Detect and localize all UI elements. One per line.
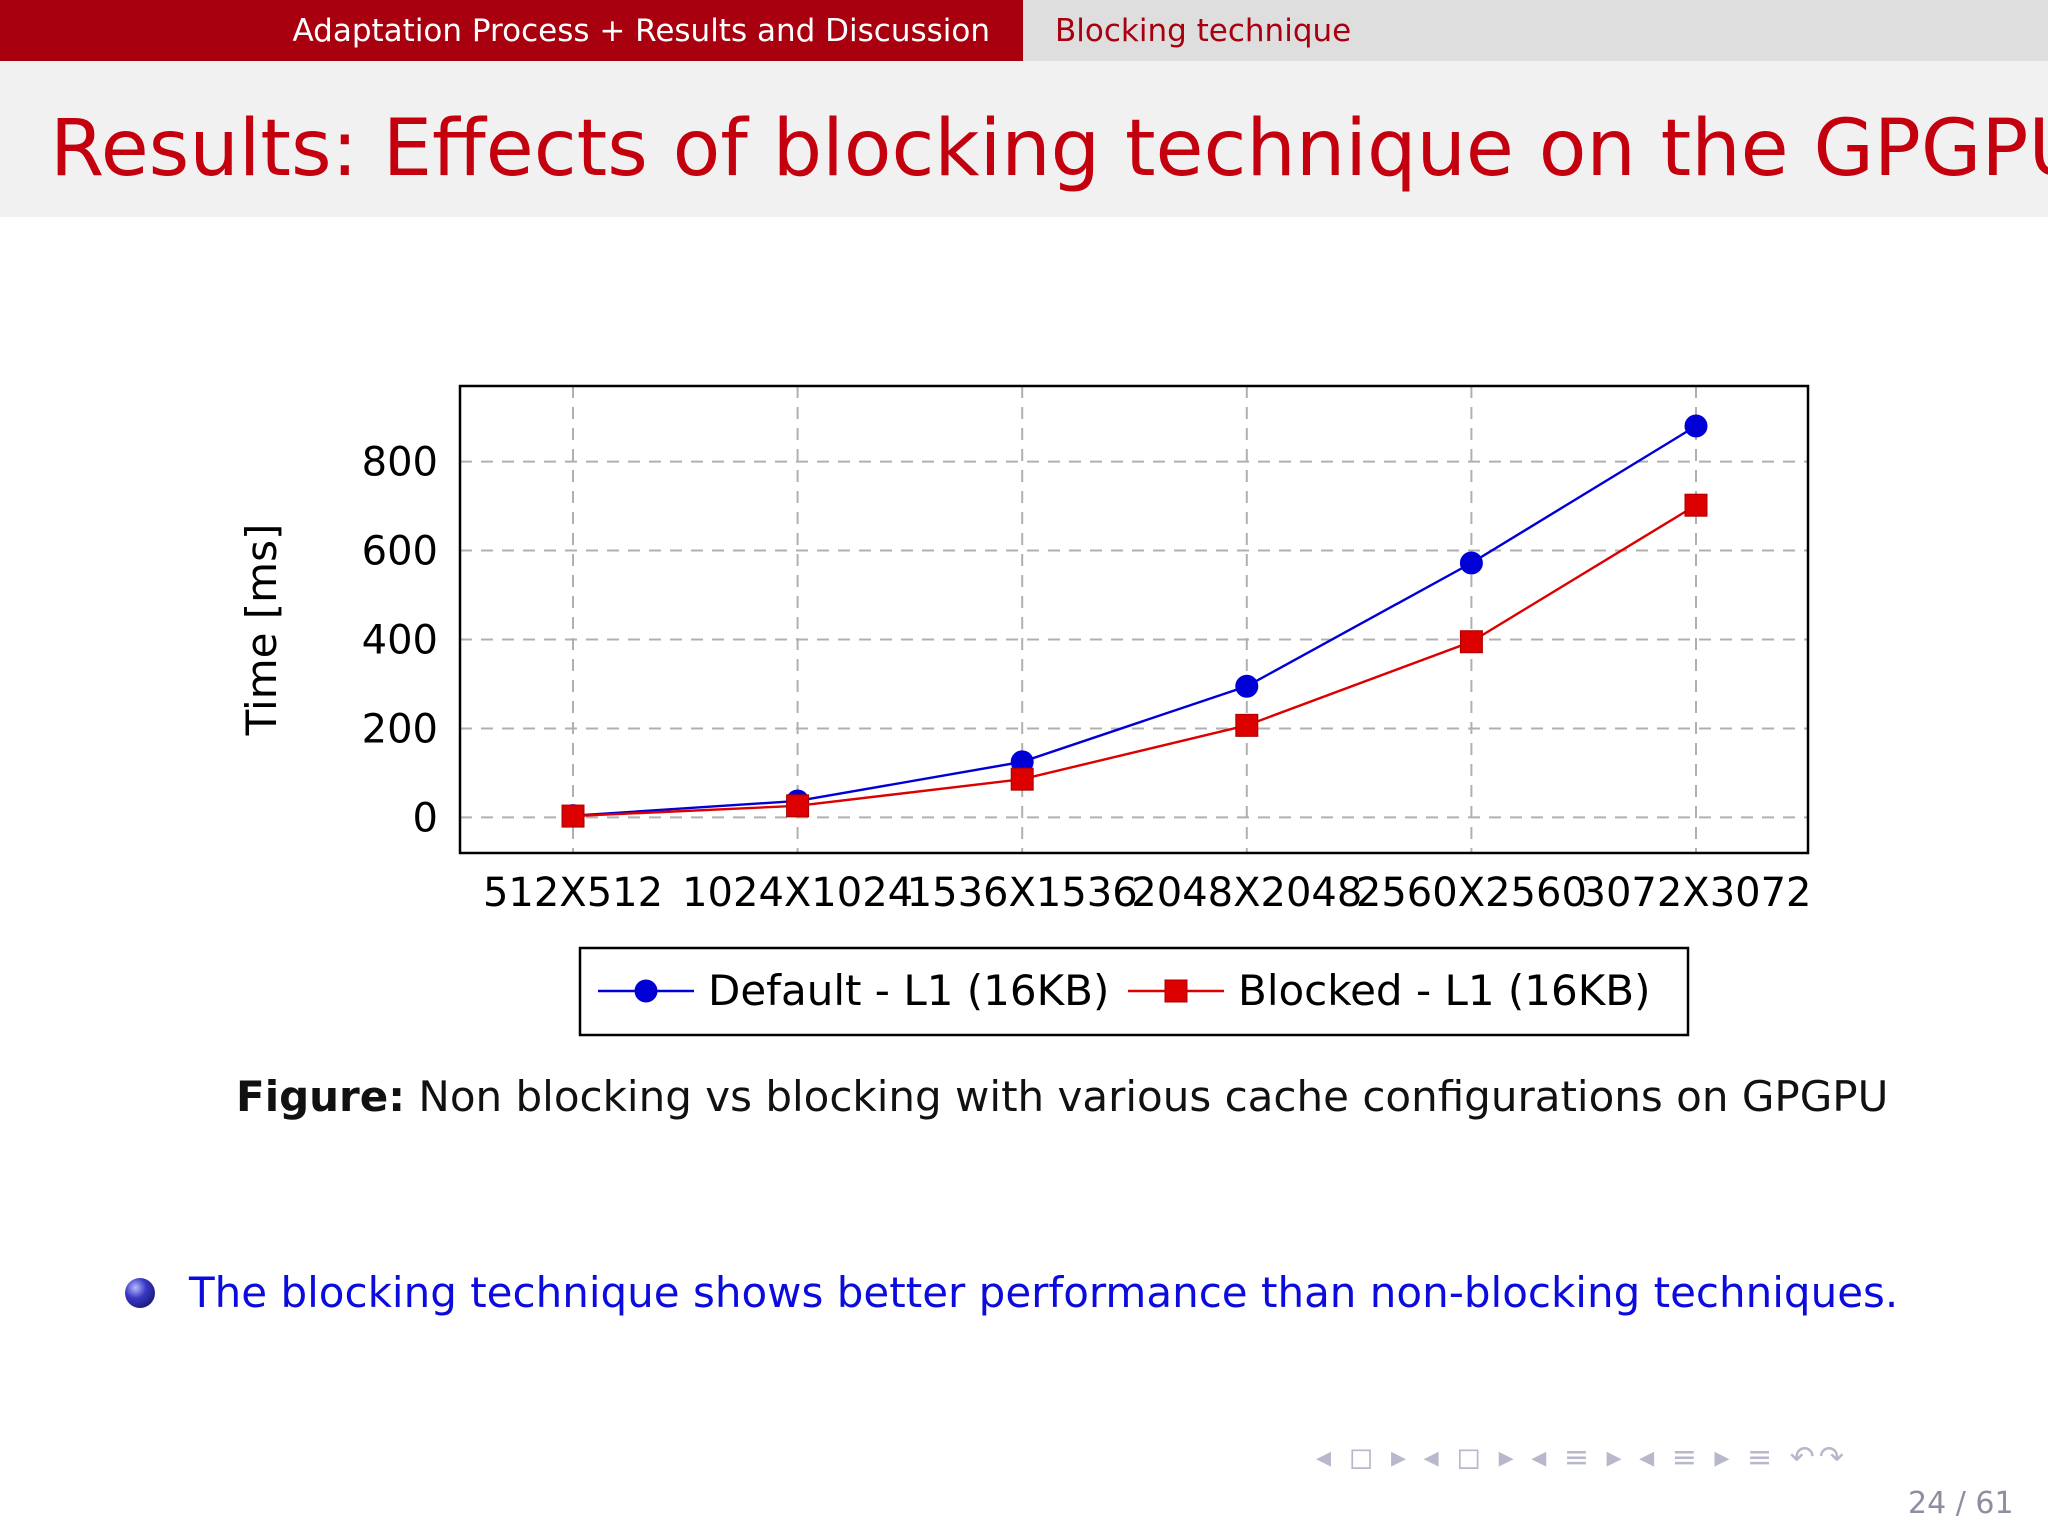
- x-tick-label-3: 2048X2048: [1131, 870, 1362, 916]
- y-tick-label-0: 0: [413, 795, 438, 841]
- series-1-point-3: [1235, 713, 1259, 737]
- bullet-ball-icon: [125, 1277, 155, 1308]
- page-number: 24 / 61: [1908, 1486, 2014, 1521]
- legend-marker-1: [1164, 979, 1188, 1003]
- series-line-0: [572, 425, 1697, 817]
- series-1-point-1: [786, 794, 810, 818]
- series-1-point-2: [1010, 767, 1034, 791]
- bullet-text: The blocking technique shows better perf…: [189, 1268, 1899, 1317]
- series-0-point-4: [1459, 551, 1483, 575]
- title-bar: Results: Effects of blocking technique o…: [0, 61, 2048, 217]
- y-tick-label-2: 400: [362, 618, 438, 664]
- caption-text: Non blocking vs blocking with various ca…: [418, 1072, 1889, 1121]
- series-1-point-5: [1684, 493, 1708, 517]
- y-tick-label-3: 600: [362, 529, 438, 575]
- headline-bar: Adaptation Process + Results and Discuss…: [0, 0, 2048, 61]
- plot-frame: [458, 384, 1810, 855]
- x-tick-label-1: 1024X1024: [682, 870, 913, 916]
- bullet-item: The blocking technique shows better perf…: [125, 1268, 1898, 1317]
- legend-marker-0: [634, 979, 658, 1003]
- navigation-icons[interactable]: ◂ ◻ ▸ ◂ ◻ ▸ ◂ ≡ ▸ ◂ ≡ ▸ ≡ ↶↷: [1316, 1440, 1848, 1475]
- y-tick-label-4: 800: [362, 440, 438, 486]
- series-line-1: [572, 504, 1697, 818]
- series-0-point-5: [1684, 414, 1708, 438]
- series-1-point-4: [1459, 630, 1483, 654]
- y-tick-label-1: 200: [362, 706, 438, 752]
- slide-title: Results: Effects of blocking technique o…: [50, 104, 2048, 194]
- x-tick-label-2: 1536X1536: [907, 870, 1138, 916]
- figure-caption: Figure: Non blocking vs blocking with va…: [236, 1072, 1888, 1121]
- x-tick-label-4: 2560X2560: [1356, 870, 1587, 916]
- subsection-title[interactable]: Blocking technique: [1023, 0, 2048, 61]
- series-1-point-0: [561, 804, 585, 828]
- x-tick-label-5: 3072X3072: [1581, 870, 1812, 916]
- caption-label: Figure:: [236, 1072, 406, 1121]
- x-tick-label-0: 512X512: [483, 870, 663, 916]
- legend-label-1: Blocked - L1 (16KB): [1238, 966, 1651, 1015]
- y-axis-label: Time [ms]: [237, 524, 286, 737]
- section-title[interactable]: Adaptation Process + Results and Discuss…: [0, 0, 1023, 61]
- series-0-point-3: [1235, 674, 1259, 698]
- legend-label-0: Default - L1 (16KB): [708, 966, 1109, 1015]
